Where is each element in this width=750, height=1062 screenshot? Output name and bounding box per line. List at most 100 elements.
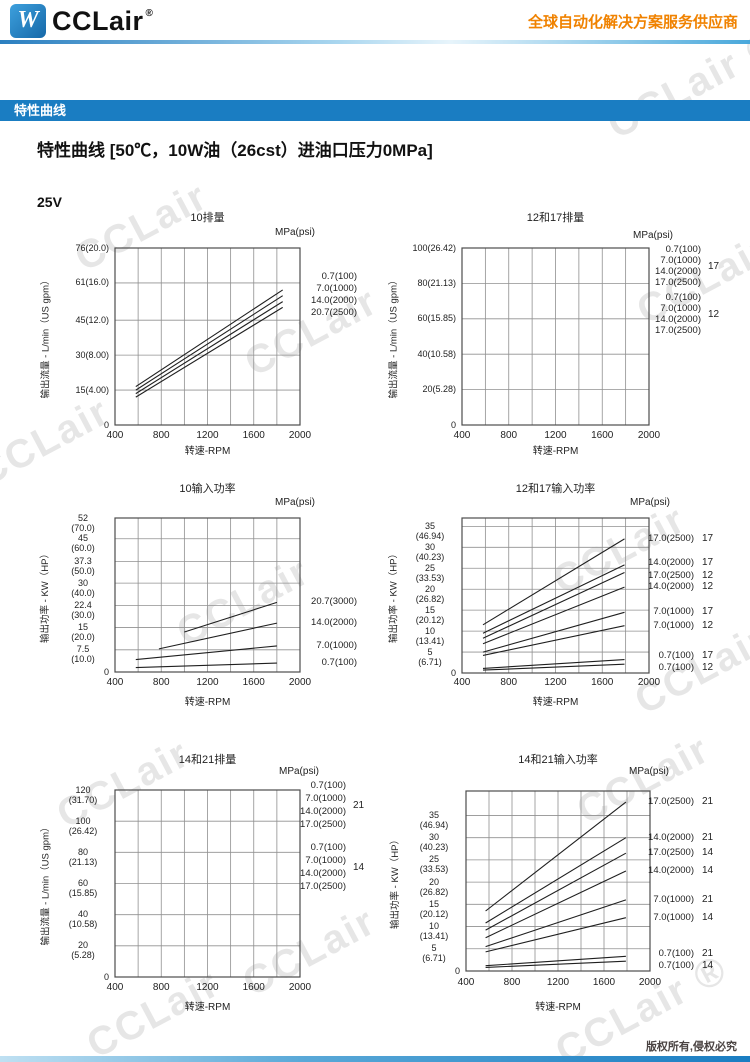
chart-title: 14和21输入功率 <box>518 754 598 766</box>
legend-group-code: 21 <box>702 948 714 960</box>
x-axis-label: 转速-RPM <box>532 697 579 708</box>
series-line <box>485 870 627 939</box>
plot-border <box>114 789 301 978</box>
series-line <box>485 917 627 953</box>
legend-label: 14.0(2000) <box>311 295 357 306</box>
legend-label: 14.0(2000) <box>648 865 694 876</box>
pressure-unit-label: MPa(psi) <box>278 766 320 777</box>
header-tagline: 全球自动化解决方案服务供应商 <box>527 14 738 31</box>
legend-group-code: 21 <box>353 799 365 811</box>
legend-group-code: 14 <box>702 865 714 876</box>
chart-title: 12和17排量 <box>526 212 585 224</box>
x-tick-label: 1600 <box>591 677 614 688</box>
y-tick-label: 45 (60.0) <box>71 533 95 554</box>
y-tick-label: 20 (26.82) <box>415 583 445 604</box>
page-title: 特性曲线 [50℃，10W油（26cst）进油口压力0MPa] <box>37 141 433 160</box>
x-tick-label: 400 <box>453 677 471 688</box>
series-line <box>485 801 627 912</box>
series-line <box>485 899 627 948</box>
legend-label: 7.0(1000) <box>660 303 701 314</box>
watermark: CCLair <box>629 227 750 334</box>
legend-group-code: 17 <box>702 532 714 544</box>
y-tick-label: 60 (15.85) <box>68 878 98 898</box>
x-tick-label: 800 <box>500 430 518 441</box>
series-line <box>135 306 283 398</box>
y-tick-label: 61(16.0) <box>75 277 109 288</box>
watermark: CCLair <box>49 731 197 838</box>
legend-label: 17.0(2500) <box>655 277 701 288</box>
pressure-unit-label: MPa(psi) <box>629 497 671 508</box>
legend-label: 7.0(1000) <box>653 606 694 618</box>
plot-border <box>465 790 651 972</box>
x-tick-label: 1200 <box>544 430 567 441</box>
legend-label: 14.0(2000) <box>648 556 694 568</box>
legend-label: 7.0(1000) <box>316 283 357 294</box>
legend-label: 7.0(1000) <box>653 911 694 923</box>
legend-group-code: 17 <box>702 556 714 568</box>
x-tick-label: 1600 <box>242 677 265 688</box>
legend-label: 17.0(2500) <box>648 796 694 808</box>
x-tick-label: 800 <box>152 677 170 688</box>
series-line <box>482 659 625 669</box>
y-axis-label: 输出功率 - KW（HP） <box>388 549 399 643</box>
series-line <box>482 572 625 639</box>
x-axis-label: 转速-RPM <box>184 697 231 708</box>
x-tick-label: 800 <box>152 982 170 993</box>
legend-label: 0.7(100) <box>658 650 694 662</box>
header-divider <box>0 40 750 44</box>
y-tick-label: 30 (40.0) <box>71 577 95 598</box>
watermark: CCLair <box>0 389 117 496</box>
y-axis-label: 输出流量 - L/min（US gpm） <box>40 275 51 399</box>
x-tick-label: 1200 <box>196 677 219 688</box>
x-tick-label: 2000 <box>637 677 661 688</box>
y-axis-label: 输出功率 - KW（HP） <box>40 549 51 643</box>
copyright-text: 版权所有,侵权必究 <box>645 1041 737 1053</box>
series-line <box>482 625 625 656</box>
section-bar-title: 特性曲线 <box>14 103 67 118</box>
pressure-unit-label: MPa(psi) <box>274 497 316 508</box>
y-tick-label: 45(12.0) <box>75 314 109 325</box>
y-tick-label: 80(21.13) <box>417 277 456 288</box>
watermark: CCLair <box>79 961 227 1062</box>
x-tick-label: 1600 <box>592 977 616 988</box>
legend-group-code: 14 <box>702 911 714 923</box>
y-tick-label: 20 (26.82) <box>419 876 449 897</box>
y-tick-label: 120 (31.70) <box>68 784 98 805</box>
y-tick-label: 52 (70.0) <box>71 512 95 533</box>
legend-label: 17.0(2500) <box>300 819 346 830</box>
y-tick-label: 10 (13.41) <box>415 625 445 646</box>
y-axis-label: 输出功率 - KW（HP） <box>390 835 401 929</box>
y-tick-label: 0 <box>103 666 109 677</box>
legend-label: 7.0(1000) <box>305 855 346 866</box>
legend-group-code: 14 <box>353 861 365 873</box>
chart-title: 10输入功率 <box>179 483 236 495</box>
watermark: CCLair <box>67 174 215 281</box>
y-tick-label: 60(15.85) <box>417 313 456 324</box>
y-tick-label: 25 (33.53) <box>415 562 445 583</box>
watermark: CCLair <box>569 727 717 834</box>
series-line <box>482 586 625 645</box>
y-tick-label: 100(26.42) <box>412 242 456 253</box>
y-axis-label: 输出流量 - L/min（US gpm） <box>388 275 399 399</box>
brand-logo-icon: W <box>10 4 46 38</box>
legend-label: 14.0(2000) <box>655 314 701 325</box>
y-tick-label: 15(4.00) <box>75 384 109 395</box>
legend-group-code: 12 <box>708 308 720 320</box>
y-tick-label: 20 (5.28) <box>71 940 95 961</box>
x-tick-label: 1600 <box>242 982 265 993</box>
legend-label: 14.0(2000) <box>655 266 701 277</box>
x-tick-label: 2000 <box>638 977 662 988</box>
x-tick-label: 2000 <box>288 677 312 688</box>
legend-label: 17.0(2500) <box>300 881 346 892</box>
legend-label: 0.7(100) <box>658 959 694 971</box>
watermark: CCLair <box>545 497 693 604</box>
legend-label: 0.7(100) <box>658 948 694 960</box>
pressure-unit-label: MPa(psi) <box>632 230 674 241</box>
series-line <box>485 960 626 968</box>
legend-label: 17.0(2500) <box>648 569 694 581</box>
chart-title: 14和21排量 <box>178 754 237 766</box>
chart-title: 12和17输入功率 <box>515 483 596 495</box>
y-tick-label: 10 (13.41) <box>419 921 449 942</box>
series-line <box>485 955 626 967</box>
